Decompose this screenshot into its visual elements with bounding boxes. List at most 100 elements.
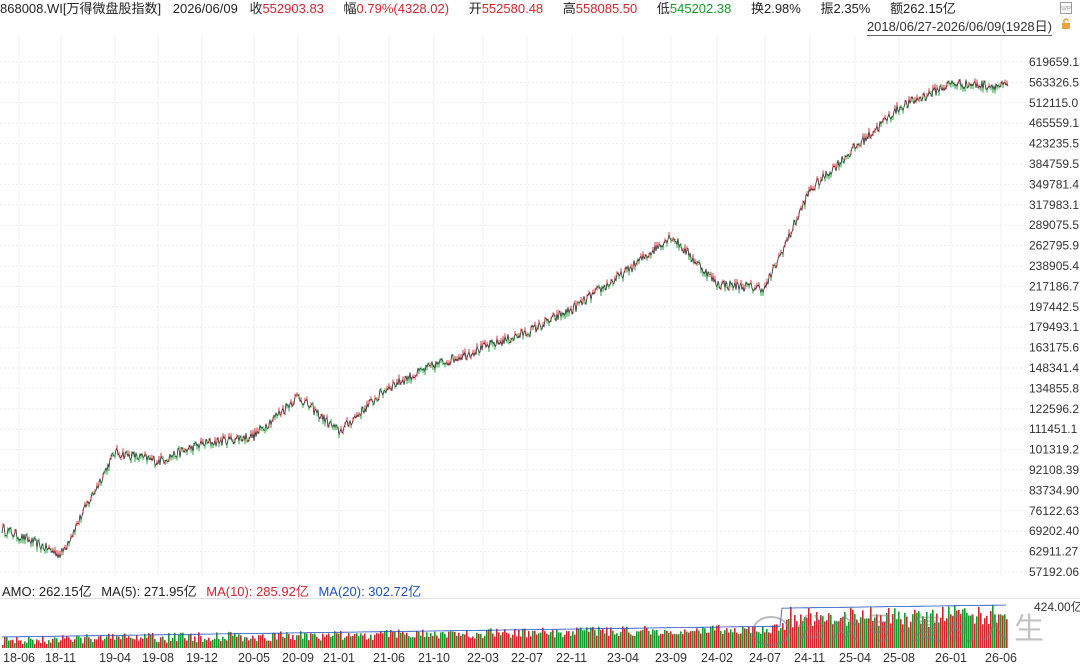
volume-bar (880, 615, 882, 648)
volume-bar (308, 640, 310, 648)
volume-bar (500, 635, 502, 648)
volume-bar (288, 634, 290, 648)
volume-bar (446, 637, 448, 648)
volume-bar (900, 619, 902, 648)
volume-bar (972, 614, 974, 648)
date-range-selector[interactable]: 2018/06/27-2026/06/09(1928日) (866, 19, 1052, 36)
volume-bar (152, 632, 154, 648)
volume-bar (600, 630, 602, 648)
volume-bar (714, 630, 716, 648)
y-tick-label: 122596.2 (1029, 402, 1079, 416)
volume-bar (6, 636, 8, 648)
y-tick-label: 69202.40 (1029, 524, 1079, 538)
volume-bar (544, 631, 546, 648)
volume-bar (800, 614, 802, 648)
volume-bar (392, 631, 394, 648)
volume-bar (170, 640, 172, 648)
volume-bar (794, 615, 796, 648)
volume-bar (792, 627, 794, 648)
volume-bar (156, 641, 158, 648)
volume-bar (736, 632, 738, 648)
volume-bar (742, 626, 744, 648)
volume-bar (638, 631, 640, 648)
volume-bar (892, 614, 894, 648)
volume-bar (14, 643, 16, 648)
volume-bar (522, 628, 524, 648)
volume-bar (848, 621, 850, 648)
volume-bar (226, 640, 228, 648)
volume-bar (582, 630, 584, 648)
volume-bar (576, 627, 578, 648)
volume-bar (930, 613, 932, 648)
x-tick-label: 22-03 (467, 651, 499, 665)
volume-bar (750, 633, 752, 648)
volume-bar (734, 628, 736, 648)
volume-bar (896, 619, 898, 648)
y-tick-label: 101319.2 (1029, 443, 1079, 457)
volume-bar (240, 635, 242, 648)
volume-bar (476, 632, 478, 648)
volume-bar (730, 629, 732, 648)
price-up-ticks (2, 78, 1008, 556)
y-tick-label: 512115.0 (1029, 96, 1078, 110)
volume-bar (118, 636, 120, 648)
volume-bar (318, 638, 320, 648)
y-tick-label: 134855.8 (1029, 381, 1079, 395)
volume-bar (670, 631, 672, 648)
volume-bar (938, 622, 940, 648)
volume-bar (676, 634, 678, 648)
volume-bar (88, 637, 90, 648)
volume-bar (804, 617, 806, 648)
volume-bar (656, 629, 658, 648)
x-tick-label: 23-09 (655, 651, 687, 665)
volume-bar (428, 636, 430, 648)
volume-bar (740, 633, 742, 648)
volume-bar (906, 616, 908, 648)
volume-chart[interactable]: 424.00亿 (0, 598, 1080, 650)
volume-bar (84, 637, 86, 648)
volume-bar (12, 639, 14, 648)
volume-bar (368, 638, 370, 648)
volume-bar (102, 640, 104, 648)
volume-bar (502, 632, 504, 648)
volume-bar (244, 637, 246, 648)
volume-bar (488, 629, 490, 648)
watermark: 公众号·复利人生 (752, 604, 1048, 648)
volume-bar (342, 639, 344, 648)
volume-bar (456, 635, 458, 648)
volume-bar (854, 614, 856, 648)
volume-bar (978, 606, 980, 648)
volume-bar (130, 637, 132, 648)
volume-bar (682, 634, 684, 648)
volume-bar (602, 629, 604, 648)
price-line (1, 78, 1009, 559)
volume-bar (264, 638, 266, 648)
x-tick-label: 25-04 (839, 651, 871, 665)
volume-bar (286, 632, 288, 648)
price-chart[interactable]: 619659.1 563326.5 512115.0 465559.1 423235.5… (0, 36, 1080, 578)
volume-bar (186, 640, 188, 648)
volume-bar (322, 633, 324, 648)
volume-bar (310, 633, 312, 648)
volume-bar (26, 642, 28, 648)
x-tick-label: 23-04 (607, 651, 639, 665)
volume-bar (884, 621, 886, 648)
settings-icon[interactable] (1060, 18, 1072, 30)
volume-bar (668, 633, 670, 648)
volume-bar (510, 637, 512, 648)
volume-bar (976, 616, 978, 648)
volume-bar (30, 638, 32, 648)
volume-bar (560, 632, 562, 648)
volume-bar (966, 612, 968, 648)
amount-value: 262.15亿 (903, 1, 956, 16)
volume-bar (422, 629, 424, 648)
volume-bar (138, 640, 140, 648)
volume-bar (94, 639, 96, 648)
wp-icon[interactable]: WP (1060, 2, 1072, 14)
volume-bar (744, 628, 746, 648)
volume-bar (524, 628, 526, 648)
volume-bar (444, 633, 446, 648)
turnover-field: 换2.98% (751, 1, 809, 16)
volume-bar (706, 632, 708, 648)
volume-bar (220, 641, 222, 648)
